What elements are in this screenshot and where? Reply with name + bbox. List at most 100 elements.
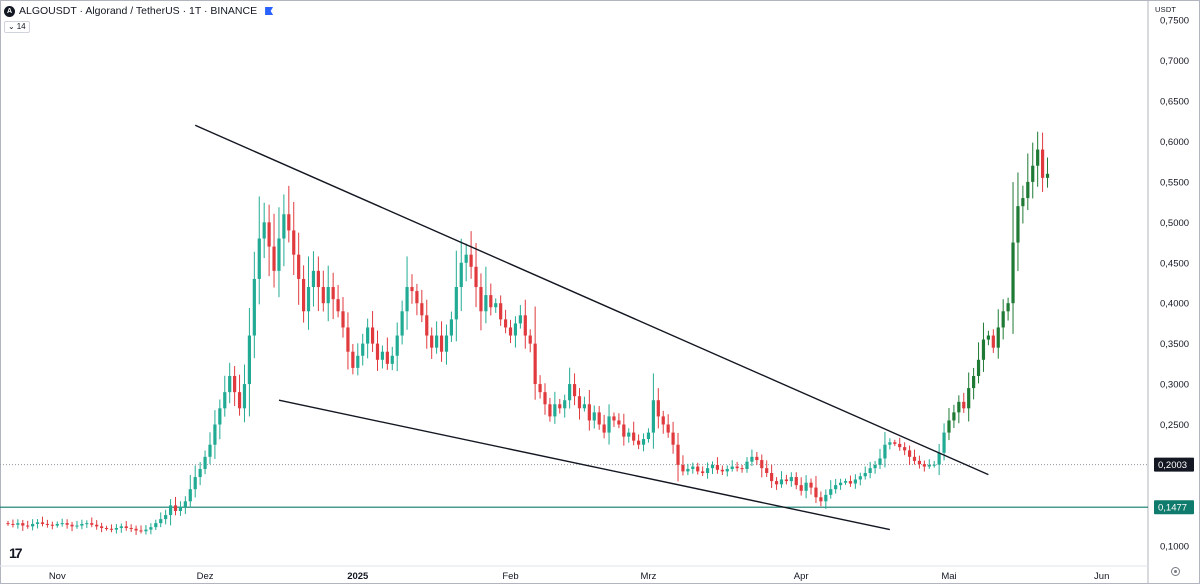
candle-body [21, 523, 25, 526]
candle-body [50, 524, 54, 526]
candle-body [228, 375, 232, 393]
candle-body [11, 523, 15, 525]
candle-body [740, 468, 744, 470]
candle-body [326, 287, 330, 304]
candle-body [316, 270, 320, 288]
candle-body [370, 327, 375, 344]
candle-body [154, 523, 158, 528]
candle-body [464, 254, 468, 263]
candle-body [1006, 303, 1010, 312]
candle-body [809, 482, 813, 488]
currency-label[interactable]: USDT [1155, 5, 1177, 14]
candle-body [45, 523, 50, 525]
candle-body [681, 464, 685, 472]
candle-body [705, 468, 710, 474]
candle-body [435, 335, 439, 348]
candle-body [710, 464, 715, 469]
candle-body [70, 524, 74, 527]
candle-body [1045, 173, 1050, 178]
y-tick-label: 0,7500 [1160, 16, 1189, 27]
candle-body [779, 479, 784, 485]
candle-body [898, 443, 902, 448]
x-tick-label: Feb [502, 571, 518, 582]
candle-body [109, 528, 114, 530]
candle-body [80, 523, 84, 526]
trendline-lower [278, 399, 891, 531]
indicator-count: 14 [16, 22, 26, 31]
candle-body [430, 335, 434, 348]
candle-body [6, 523, 10, 525]
candle-body [262, 222, 266, 239]
algorand-logo-icon: A [4, 5, 15, 17]
candle-body [656, 400, 660, 417]
candle-body [311, 270, 316, 288]
candle-body [602, 424, 606, 433]
candle-body [986, 335, 990, 340]
candle-body [351, 351, 355, 368]
candle-body [356, 355, 360, 368]
candle-body [1026, 181, 1030, 199]
candle-body [297, 254, 301, 279]
candle-body [755, 456, 759, 461]
indicator-count-chip[interactable]: ⌄ 14 [4, 21, 30, 33]
candle-body [1001, 311, 1005, 328]
candle-body [183, 501, 187, 507]
candle-body [597, 412, 601, 425]
candle-body [420, 303, 424, 316]
candle-body [646, 432, 651, 440]
candle-body [267, 222, 271, 247]
candle-body [134, 528, 138, 531]
candle-body [838, 482, 843, 486]
candle-body [1016, 206, 1020, 243]
candle-body [858, 476, 862, 480]
flag-icon[interactable] [265, 7, 274, 15]
symbol-legend[interactable]: A ALGOUSDT · Algorand / TetherUS · 1T · … [4, 4, 274, 18]
candle-body [843, 481, 848, 483]
candle-body [400, 311, 404, 336]
candle-body [114, 527, 118, 530]
candle-body [765, 468, 769, 474]
y-tick-label: 0,1000 [1160, 541, 1189, 552]
tradingview-logo-icon[interactable]: 17 [9, 545, 23, 561]
candle-body [85, 523, 89, 525]
candle-body [784, 479, 789, 482]
x-tick-label: Dez [197, 571, 214, 582]
candle-body [40, 522, 45, 524]
candle-body [691, 466, 695, 469]
x-tick-label: Jun [1094, 571, 1109, 582]
candle-body [233, 375, 237, 393]
candle-body [375, 343, 380, 360]
candle-body [508, 327, 513, 336]
candle-body [321, 287, 325, 304]
y-tick-label: 0,3000 [1160, 380, 1189, 391]
candle-body [912, 456, 917, 461]
candle-body [444, 335, 449, 352]
candle-body [95, 524, 99, 527]
candle-body [637, 440, 641, 445]
y-tick-label: 0,2500 [1160, 420, 1189, 431]
candle-body [972, 375, 976, 389]
candle-body [947, 420, 951, 433]
candle-body [996, 327, 1000, 348]
candle-body [65, 523, 69, 525]
candle-body [676, 444, 680, 465]
candle-body [272, 246, 276, 271]
y-tick-label: 0,6000 [1160, 137, 1189, 148]
candle-body [853, 479, 857, 484]
candle-body [31, 523, 35, 527]
candle-body [937, 452, 941, 465]
candle-body [666, 424, 670, 433]
candle-body [750, 456, 754, 462]
symbol-title: ALGOUSDT · Algorand / TetherUS · 1T · BI… [19, 5, 258, 17]
candle-body [617, 420, 621, 425]
candle-body [55, 523, 59, 526]
candle-body [410, 287, 414, 292]
candle-body [159, 519, 163, 524]
candle-body [981, 339, 986, 360]
candle-body [390, 355, 394, 364]
candle-body [104, 527, 109, 529]
candle-body [385, 351, 389, 364]
gear-icon[interactable] [1171, 567, 1180, 576]
